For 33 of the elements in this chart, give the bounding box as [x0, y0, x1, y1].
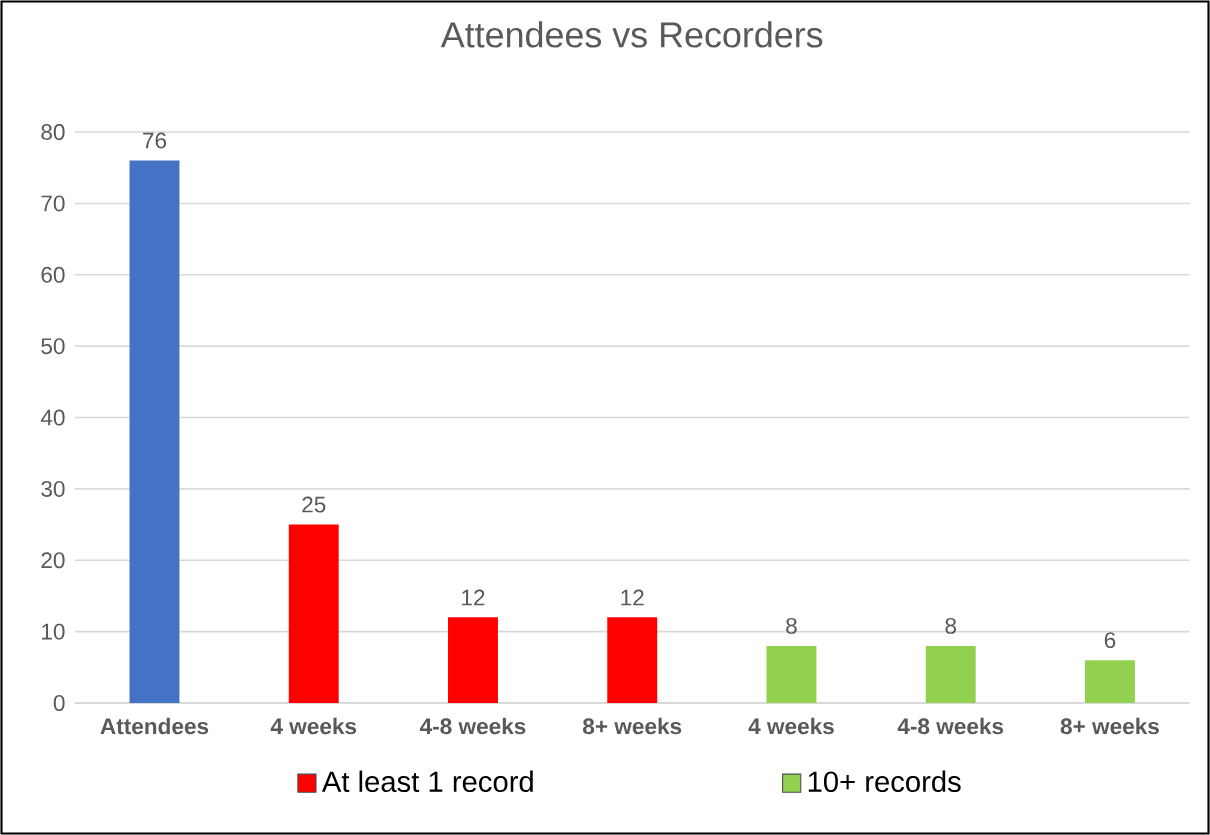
data-label: 6: [1104, 632, 1116, 649]
y-tick-label: 80: [41, 124, 65, 141]
y-tick-label: 60: [41, 266, 65, 283]
x-tick-label: 4 weeks: [748, 717, 834, 735]
bar: [129, 160, 180, 704]
bar: [925, 645, 976, 704]
bar: [766, 645, 817, 704]
data-label: 76: [143, 132, 167, 149]
bar: [607, 617, 658, 704]
y-tick-label: 70: [41, 195, 65, 212]
legend-label: 10+ records: [808, 770, 961, 793]
x-tick-label: 8+ weeks: [1060, 717, 1159, 735]
x-tick-label: Attendees: [100, 717, 209, 735]
data-label: 8: [945, 617, 957, 634]
y-tick-label: 30: [41, 480, 65, 497]
data-label: 25: [302, 496, 326, 513]
data-label: 8: [786, 617, 797, 634]
legend-label: At least 1 record: [321, 770, 533, 793]
chart-title: Attendees vs Recorders: [440, 21, 823, 48]
x-tick-label: 8+ weeks: [583, 717, 682, 735]
y-tick-label: 0: [53, 695, 65, 711]
bar: [288, 524, 339, 704]
bar: [448, 617, 498, 704]
x-tick-label: 4-8 weeks: [897, 717, 1004, 735]
data-label: 12: [462, 589, 485, 606]
y-tick-label: 50: [41, 338, 65, 355]
x-tick-label: 4 weeks: [270, 717, 357, 735]
y-tick-label: 10: [42, 623, 65, 640]
data-label: 12: [621, 589, 644, 606]
bar: [1085, 660, 1135, 704]
y-tick-label: 40: [40, 409, 65, 426]
x-tick-label: 4-8 weeks: [419, 717, 526, 735]
y-tick-label: 20: [41, 552, 65, 569]
